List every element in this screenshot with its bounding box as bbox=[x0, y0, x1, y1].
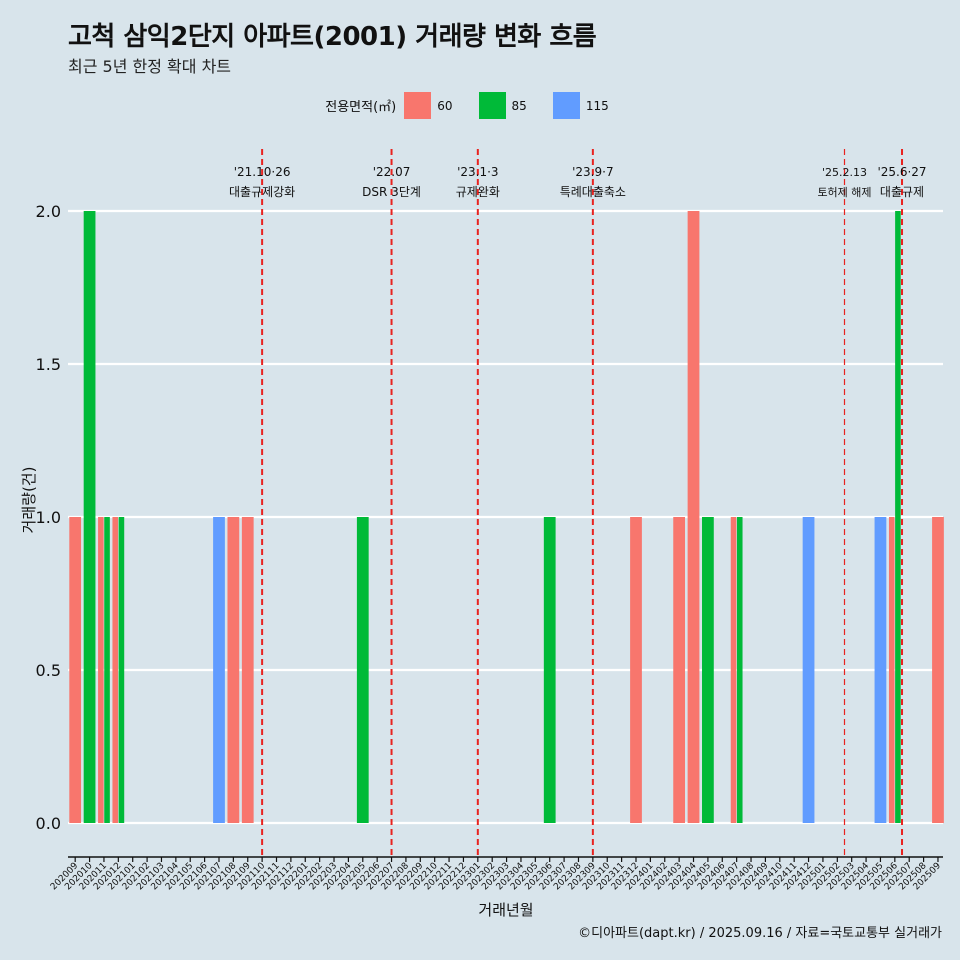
legend-key-115 bbox=[552, 92, 580, 119]
bar-202403-60 bbox=[673, 517, 686, 823]
bar-202404-60 bbox=[687, 211, 700, 823]
bar-202505-115 bbox=[874, 517, 887, 823]
bar-202012-60 bbox=[112, 517, 119, 823]
annotation-date: '22.07 bbox=[373, 165, 411, 179]
legend-label-60: 60 bbox=[437, 98, 453, 113]
bar-202012-85 bbox=[118, 517, 125, 823]
x-axis-title: 거래년월 bbox=[478, 901, 533, 919]
annotation-label: 규제완화 bbox=[456, 185, 500, 199]
legend: 전용면적(㎡) 60 85 115 bbox=[0, 92, 960, 119]
legend-key-85 bbox=[478, 92, 506, 119]
annotation-label: 대출규제 bbox=[880, 185, 924, 199]
bar-202509-60 bbox=[932, 517, 944, 823]
annotation-date: '21.10·26 bbox=[234, 165, 291, 179]
annotation-label: 특례대출축소 bbox=[560, 185, 626, 199]
bar-202009-60 bbox=[69, 517, 82, 823]
bar-202109-60 bbox=[241, 517, 254, 823]
bar-202205-85 bbox=[356, 517, 369, 823]
bar-202011-60 bbox=[98, 517, 104, 823]
bar-202011-85 bbox=[104, 517, 110, 823]
y-tick-label: 1.5 bbox=[36, 355, 61, 374]
bar-202108-60 bbox=[227, 517, 240, 823]
chart-title: 고척 삼익2단지 아파트(2001) 거래량 변화 흐름 bbox=[68, 22, 597, 52]
bar-202412-115 bbox=[802, 517, 815, 823]
y-tick-label: 0.5 bbox=[36, 661, 61, 680]
bar-202306-85 bbox=[543, 517, 556, 823]
credit-text: ©디아파트(dapt.kr) / 2025.09.16 / 자료=국토교통부 실… bbox=[578, 926, 942, 941]
y-tick-label: 0.0 bbox=[36, 814, 61, 833]
legend-label-85: 85 bbox=[511, 98, 527, 113]
legend-label-115: 115 bbox=[585, 98, 609, 113]
bar-202506-60 bbox=[888, 517, 895, 823]
legend-key-60 bbox=[404, 92, 432, 119]
bar-202407-60 bbox=[730, 517, 737, 823]
bar-202405-85 bbox=[702, 517, 714, 823]
annotation-label: 대출규제강화 bbox=[229, 185, 295, 199]
y-axis-title: 거래량(건) bbox=[20, 467, 38, 534]
y-tick-label: 1.0 bbox=[36, 508, 61, 527]
bar-202107-115 bbox=[213, 517, 225, 823]
y-tick-label: 2.0 bbox=[36, 202, 61, 221]
bar-202010-85 bbox=[83, 211, 96, 823]
bar-202407-85 bbox=[736, 517, 743, 823]
chart-subtitle: 최근 5년 한정 확대 차트 bbox=[68, 57, 232, 76]
annotation-label: DSR 3단계 bbox=[362, 185, 421, 199]
annotation-label: 토허제 해제 bbox=[817, 185, 871, 199]
bar-202312-60 bbox=[630, 517, 642, 823]
legend-title: 전용면적(㎡) bbox=[325, 100, 397, 115]
annotation-date: '25.2.13 bbox=[822, 166, 867, 179]
annotation-date: '23.9·7 bbox=[572, 165, 613, 179]
bar-202506-85 bbox=[895, 211, 901, 823]
annotation-date: '25.6·27 bbox=[877, 165, 926, 179]
annotation-date: '23.1·3 bbox=[457, 165, 498, 179]
